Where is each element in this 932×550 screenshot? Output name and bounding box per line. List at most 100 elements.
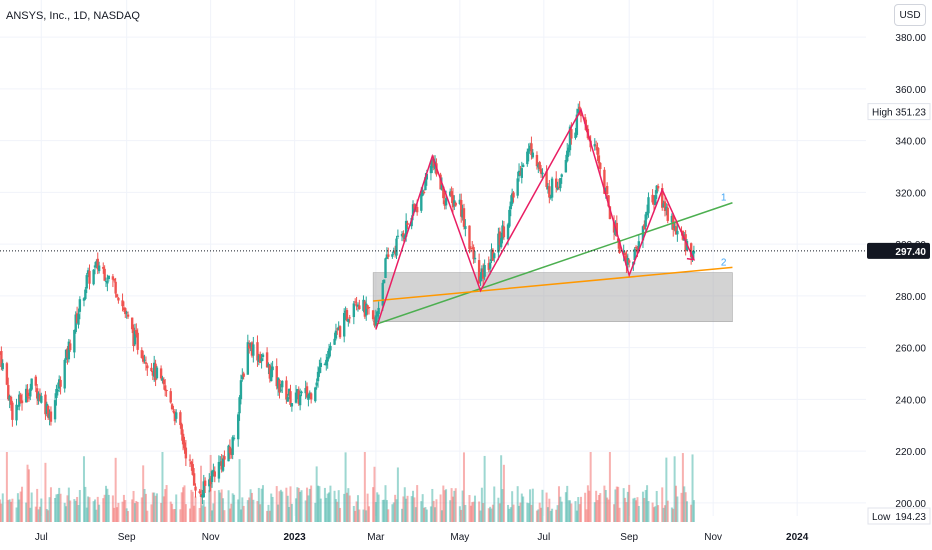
candle-body [376,311,379,317]
candle-body [421,190,424,196]
candle-body [488,262,492,269]
candle-body [539,168,543,174]
volume-bar [239,509,242,522]
volume-bar [246,500,249,522]
volume-bar [575,510,578,522]
candle-body [471,248,474,250]
candle-body [568,126,572,151]
volume-bar [136,502,139,522]
volume-bar [21,486,24,522]
volume-bar [25,502,28,522]
candle-body [305,386,309,398]
volume-bar [217,490,220,522]
volume-bar [429,506,432,522]
volume-bar [372,487,375,522]
candle-body [192,473,196,486]
volume-bar [568,500,571,522]
volume-bar [16,493,19,522]
volume-bar [487,508,490,522]
volume-bar [683,486,686,522]
volume-bar [299,491,302,522]
volume-bar [652,507,655,522]
candle-body [96,258,99,270]
candle-body [290,403,294,407]
candle-body [444,198,448,206]
candle-body [599,162,602,169]
volume-bar [421,494,424,522]
price-tick-label: 320.00 [895,188,926,199]
candle-body [636,248,639,254]
volume-bar [545,492,548,522]
currency-button[interactable]: USD [894,4,926,26]
volume-bar [354,510,357,522]
candle-body [527,148,530,154]
volume-bar [362,509,365,522]
price-tick-label: 380.00 [895,33,926,44]
volume-bar [564,492,567,522]
candle-body [574,132,577,139]
zigzag-pattern[interactable] [375,107,695,330]
volume-bar [548,498,551,522]
candle-body [236,414,240,440]
volume-bar [27,469,30,522]
candle-body [469,248,473,250]
candle-body [365,303,368,316]
candle-body [297,390,300,404]
volume-bar [67,487,70,522]
volume-bar [647,501,650,522]
candle-body [483,265,486,277]
candle-body [259,354,262,363]
candle-body [153,362,156,377]
candle-body [371,310,375,320]
volume-bar [405,498,408,522]
candle-body [181,433,185,445]
volume-bar [384,485,387,522]
candle-body [44,394,47,415]
candle-body [104,280,108,282]
volume-bar [555,509,558,522]
time-axis[interactable] [0,526,866,550]
trendline-1[interactable] [375,202,733,326]
trendline-2[interactable] [373,266,733,302]
candle-body [499,238,503,248]
volume-bar [222,498,225,522]
candle-body [203,480,207,486]
candle-body [355,304,358,307]
candle-body [111,276,115,280]
volume-bar [483,455,486,522]
candle-body [336,328,339,330]
volume-bar [580,496,583,522]
price-axis[interactable] [866,0,932,550]
support-zone[interactable] [372,272,733,322]
volume-bar [334,499,337,522]
volume-bar [377,494,380,522]
volume-bar [267,504,270,522]
volume-bar [169,501,172,522]
candle-body [208,479,211,487]
volume-bar [162,496,165,522]
candle-body [15,404,18,421]
volume-bar [344,452,347,522]
volume-bar [395,499,398,522]
candle-body [143,359,146,361]
candle-body [373,321,376,326]
candle-body [663,201,667,212]
volume-bar [570,503,573,522]
volume-bar [595,490,598,522]
candle-body [626,257,630,265]
volume-bar [65,506,68,522]
candle-body [239,380,243,400]
candle-body [622,250,625,254]
candle-body [692,250,696,254]
high-marker [867,103,931,121]
candle-body [506,224,510,240]
candle-body [34,376,37,386]
volume-bar [171,503,174,522]
volume-bar [489,506,492,522]
volume-bar [458,506,461,522]
volume-bar [131,499,134,522]
volume-bar [502,464,505,522]
volume-bar [606,497,609,522]
volume-bar [500,455,503,522]
